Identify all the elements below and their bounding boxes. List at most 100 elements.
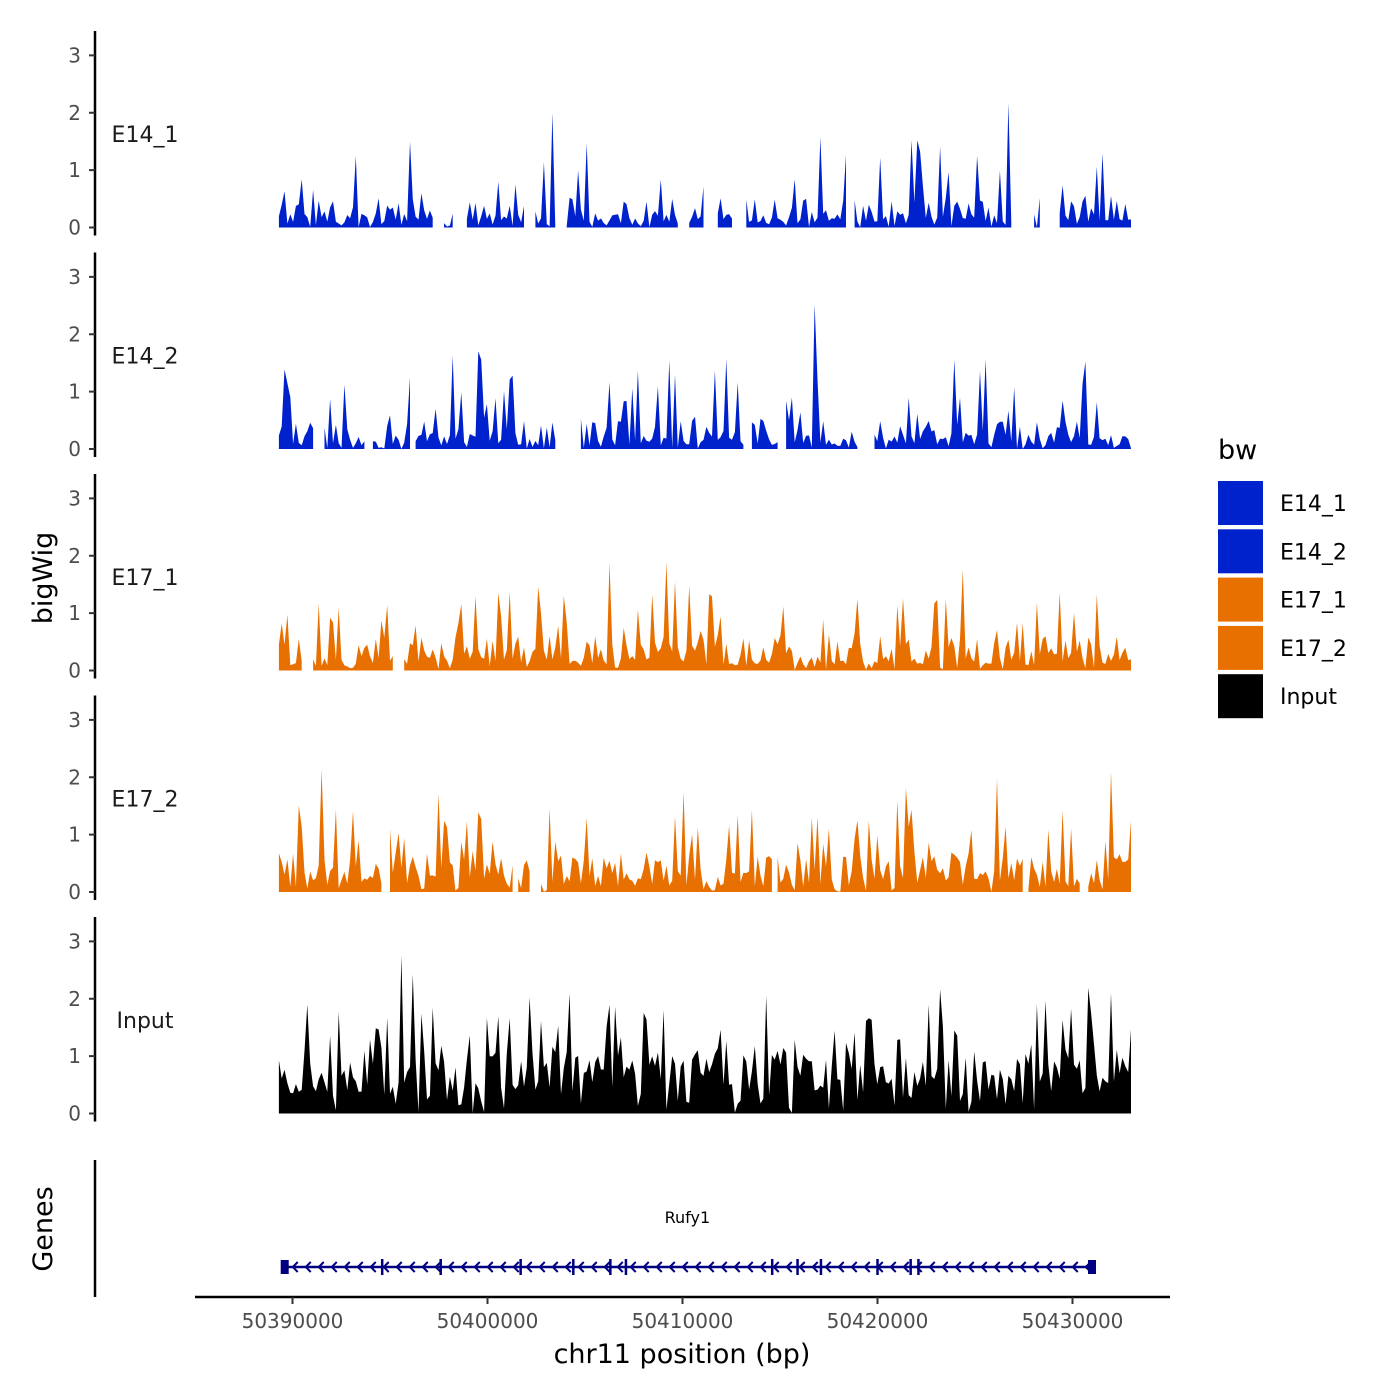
y-tick-label: 1 (68, 601, 81, 625)
strand-arrow (356, 1261, 364, 1273)
strand-arrow (941, 1261, 949, 1273)
track-label: E17_1 (112, 566, 179, 591)
strand-arrow (1045, 1261, 1053, 1273)
gene-exon (519, 1259, 522, 1275)
strand-arrow (395, 1261, 403, 1273)
strand-arrow (434, 1261, 442, 1273)
y-tick-label: 2 (68, 322, 81, 346)
signal-area-E17_1 (404, 562, 1131, 671)
signal-area-E17_2 (1028, 810, 1080, 892)
gene-exon (917, 1259, 920, 1275)
y-tick-label: 1 (68, 380, 81, 404)
gene-exon (624, 1259, 628, 1275)
strand-arrow (889, 1261, 897, 1273)
strand-arrow (863, 1261, 871, 1273)
signal-area-E17_2 (518, 860, 530, 892)
x-tick-label: 50430000 (1022, 1309, 1124, 1333)
gene-exon (380, 1259, 384, 1275)
strand-arrow (772, 1261, 780, 1273)
track-E17_1: 0 1 2 3 E17_1 (68, 474, 1131, 683)
signal-area-E17_2 (541, 792, 772, 892)
signal-area-E17_1 (313, 603, 393, 671)
signal-area-E14_1 (466, 181, 524, 228)
strand-arrow (733, 1261, 741, 1273)
strand-arrow (291, 1261, 299, 1273)
strand-arrow (655, 1261, 663, 1273)
strand-arrow (1071, 1261, 1079, 1273)
strand-arrow (421, 1261, 429, 1273)
signal-area-E14_1 (444, 213, 453, 228)
signal-area-E14_2 (278, 369, 314, 449)
y-tick-label: 0 (68, 880, 81, 904)
strand-arrow (343, 1261, 351, 1273)
strand-arrow (538, 1261, 546, 1273)
strand-arrow (681, 1261, 689, 1273)
track-E17_2: 0 1 2 3 E17_2 (68, 695, 1131, 904)
genes-axis-title: Genes (28, 1186, 59, 1271)
signal-area-E14_2 (751, 418, 778, 449)
legend-key-E14_2 (1218, 529, 1263, 574)
y-tick-label: 3 (68, 929, 81, 953)
strand-arrow (317, 1261, 325, 1273)
strand-arrow (447, 1261, 455, 1273)
y-tick-label: 0 (68, 437, 81, 461)
strand-arrow (577, 1261, 585, 1273)
strand-arrow (499, 1261, 507, 1273)
gene-exon (280, 1260, 289, 1274)
gene-exon (819, 1259, 823, 1275)
legend-label-E17_1: E17_1 (1280, 589, 1347, 614)
strand-arrow (850, 1261, 858, 1273)
legend-label-E14_1: E14_1 (1280, 492, 1347, 517)
strand-arrow (746, 1261, 754, 1273)
strand-arrow (915, 1261, 923, 1273)
strand-arrow (902, 1261, 910, 1273)
signal-area-E14_1 (1034, 198, 1040, 228)
signal-area-E14_2 (372, 377, 410, 449)
signal-area-E14_2 (580, 359, 744, 449)
gene-exon (439, 1259, 442, 1275)
strand-arrow (460, 1261, 468, 1273)
strand-arrow (798, 1261, 806, 1273)
strand-arrow (759, 1261, 767, 1273)
x-tick-label: 50400000 (437, 1309, 539, 1333)
gene-panel: Rufy1 (93, 1160, 1096, 1297)
gene-exon (609, 1259, 612, 1275)
y-tick-label: 3 (68, 265, 81, 289)
track-Input: 0 1 2 3 Input (68, 917, 1131, 1126)
strand-arrow (1006, 1261, 1014, 1273)
legend-label-E14_2: E14_2 (1280, 540, 1347, 565)
signal-area-E14_1 (278, 141, 433, 228)
strand-arrow (785, 1261, 793, 1273)
strand-arrow (928, 1261, 936, 1273)
legend: bw E14_1 E14_2 E17_1 E17_2 Input (1218, 435, 1347, 719)
y-tick-label: 0 (68, 216, 81, 240)
y-tick-label: 2 (68, 987, 81, 1011)
signal-area-E17_2 (278, 769, 382, 892)
y-tick-label: 1 (68, 823, 81, 847)
strand-arrow (330, 1261, 338, 1273)
y-tick-label: 0 (68, 659, 81, 683)
gene-exon (876, 1259, 879, 1275)
strand-arrow (642, 1261, 650, 1273)
x-tick-label: 50390000 (242, 1309, 344, 1333)
y-tick-label: 1 (68, 158, 81, 182)
strand-arrow (382, 1261, 390, 1273)
legend-key-E14_1 (1218, 481, 1263, 525)
strand-arrow (629, 1261, 637, 1273)
signal-area-Input (278, 955, 1131, 1114)
strand-arrow (954, 1261, 962, 1273)
signal-area-E14_2 (786, 304, 858, 449)
strand-arrow (603, 1261, 611, 1273)
signal-area-E17_2 (777, 778, 1023, 892)
y-tick-label: 3 (68, 43, 81, 67)
signal-area-E14_1 (854, 103, 1012, 228)
strand-arrow (993, 1261, 1001, 1273)
y-tick-label: 3 (68, 486, 81, 510)
strand-arrow (616, 1261, 624, 1273)
gene-name-label: Rufy1 (665, 1208, 711, 1227)
strand-arrow (304, 1261, 312, 1273)
strand-arrow (707, 1261, 715, 1273)
strand-arrow (473, 1261, 481, 1273)
track-label: E14_1 (112, 123, 179, 148)
signal-area-E14_1 (1059, 153, 1131, 228)
